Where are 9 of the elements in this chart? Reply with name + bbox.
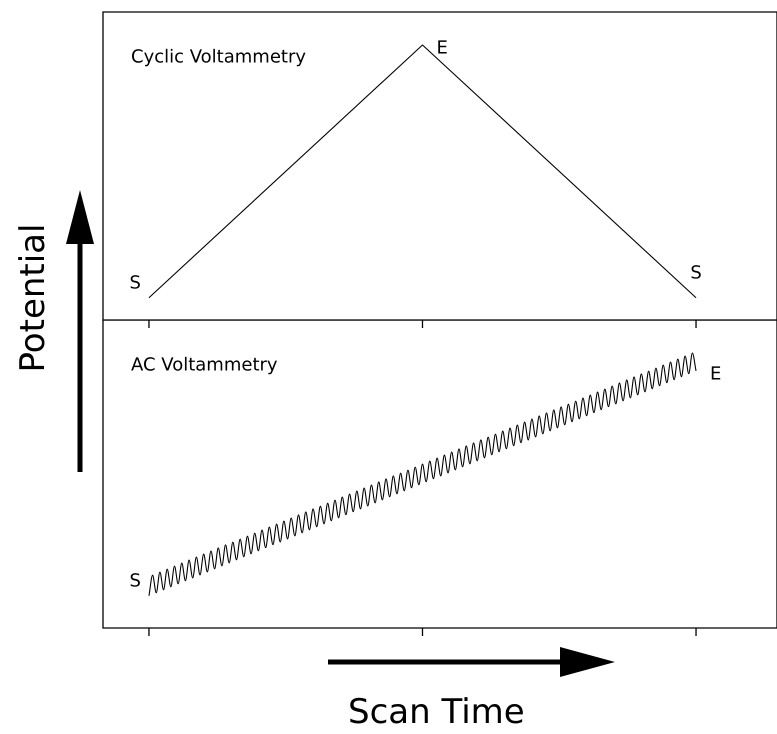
text: S <box>130 570 141 592</box>
x-axis-title: Scan Time <box>348 692 525 732</box>
chart-title: Cyclic Voltammetry <box>131 46 306 68</box>
annotation: S <box>690 262 702 284</box>
annotation: E <box>436 38 448 59</box>
chart-title: AC Voltammetry <box>131 354 278 376</box>
annotation: S <box>130 272 141 294</box>
y-axis-title: Potential <box>13 223 53 373</box>
text: E <box>710 364 722 385</box>
